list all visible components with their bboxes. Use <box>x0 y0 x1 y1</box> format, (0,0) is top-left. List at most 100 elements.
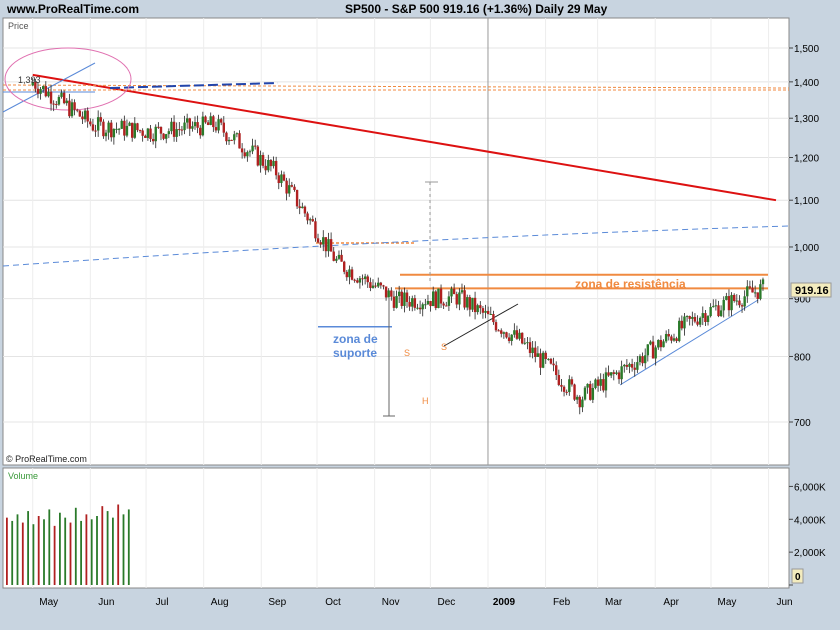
candle-body <box>133 123 137 138</box>
candle-body <box>235 133 239 135</box>
head-label: H <box>422 396 429 406</box>
candle-body <box>261 154 265 166</box>
candle-body <box>458 292 461 305</box>
channel-line <box>2 62 96 113</box>
candle-body <box>371 285 375 288</box>
x-tick-label: Dec <box>437 597 455 608</box>
volume-panel <box>2 467 790 589</box>
candle-body <box>356 280 359 283</box>
watermark: © ProRealTime.com <box>6 454 87 464</box>
candle-body <box>594 379 597 388</box>
candle-body <box>314 221 317 239</box>
volume-bar <box>27 511 29 585</box>
candle-body <box>604 372 608 391</box>
volume-bars <box>6 504 130 585</box>
x-tick-label: Jul <box>156 597 169 608</box>
candle-body <box>337 254 341 259</box>
candle-body <box>335 258 338 261</box>
candle-body <box>583 387 587 400</box>
y-tick-label: 1,400 <box>794 78 819 89</box>
candle-body <box>743 296 746 307</box>
grid <box>3 18 789 588</box>
candle-body <box>62 92 66 104</box>
candle-body <box>395 296 398 308</box>
candle-body <box>377 282 380 287</box>
candle-body <box>539 353 542 368</box>
candle-body <box>285 180 288 194</box>
candle-body <box>99 117 102 122</box>
candle-body <box>489 313 492 315</box>
candle-body <box>709 306 712 317</box>
y-tick-label: 1,300 <box>794 114 819 125</box>
candle-body <box>756 292 759 299</box>
candle-body <box>230 139 233 141</box>
candle-body <box>510 334 513 341</box>
candle-body <box>81 116 84 120</box>
candle-body <box>691 316 694 319</box>
volume-bar <box>48 509 51 585</box>
candle-body <box>295 189 299 207</box>
candle-body <box>547 358 550 360</box>
candle-body <box>298 206 301 209</box>
candle-body <box>400 291 403 306</box>
candle-body <box>740 305 744 307</box>
vy-tick-label: 2,000K <box>794 548 826 559</box>
candle-body <box>387 290 390 298</box>
candle-body <box>117 128 121 130</box>
candle-body <box>662 341 665 348</box>
x-tick-label: Aug <box>211 597 229 608</box>
candle-body <box>83 110 87 120</box>
candle-body <box>599 379 602 386</box>
vy-tick-label: 4,000K <box>794 515 826 526</box>
candle-body <box>657 339 660 348</box>
candle-body <box>44 86 48 97</box>
candle-body <box>89 121 92 125</box>
candle-body <box>413 298 417 308</box>
candle-body <box>586 383 589 388</box>
candle-body <box>659 339 663 348</box>
time-axis: May Jun Jul Aug Sep Oct Nov Dec 2009 Feb Mar Apr May… <box>39 597 792 608</box>
vy-tick-label: 6,000K <box>794 482 826 493</box>
site-url[interactable]: www.ProRealTime.com <box>7 2 140 16</box>
candle-body <box>225 132 228 142</box>
candle-body <box>248 151 252 153</box>
candle-body <box>518 332 521 339</box>
candle-body <box>727 296 731 311</box>
candle-body <box>473 297 477 313</box>
candle-body <box>353 279 356 281</box>
rising-support <box>619 299 759 386</box>
candle-body <box>254 145 257 147</box>
candle-body <box>172 121 176 137</box>
candle-body <box>685 316 689 318</box>
candle-body <box>214 127 218 131</box>
candle-body <box>392 296 396 308</box>
candle-body <box>452 288 456 295</box>
candle-body <box>327 239 330 252</box>
candle-body <box>416 307 419 309</box>
x-tick-label: Nov <box>382 597 400 608</box>
candle-body <box>86 110 89 122</box>
candle-body <box>429 301 432 307</box>
candle-body <box>578 396 581 408</box>
candle-body <box>667 333 670 337</box>
candle-body <box>175 129 178 137</box>
candle-body <box>431 291 435 307</box>
candle-body <box>507 337 511 341</box>
candle-body <box>183 122 186 131</box>
candle-body <box>494 322 498 331</box>
candle-body <box>528 342 532 354</box>
candle-body <box>324 237 328 252</box>
candle-body <box>761 279 765 285</box>
volume-bar <box>37 516 40 585</box>
candle-body <box>162 133 165 139</box>
candle-body <box>293 186 296 190</box>
candle-body <box>437 288 440 309</box>
volume-bar <box>127 509 130 585</box>
candle-body <box>348 269 351 278</box>
candle-body <box>636 362 639 370</box>
candle-body <box>515 330 519 339</box>
candle-body <box>751 287 754 293</box>
candle-body <box>625 364 629 367</box>
candle-body <box>403 292 406 306</box>
